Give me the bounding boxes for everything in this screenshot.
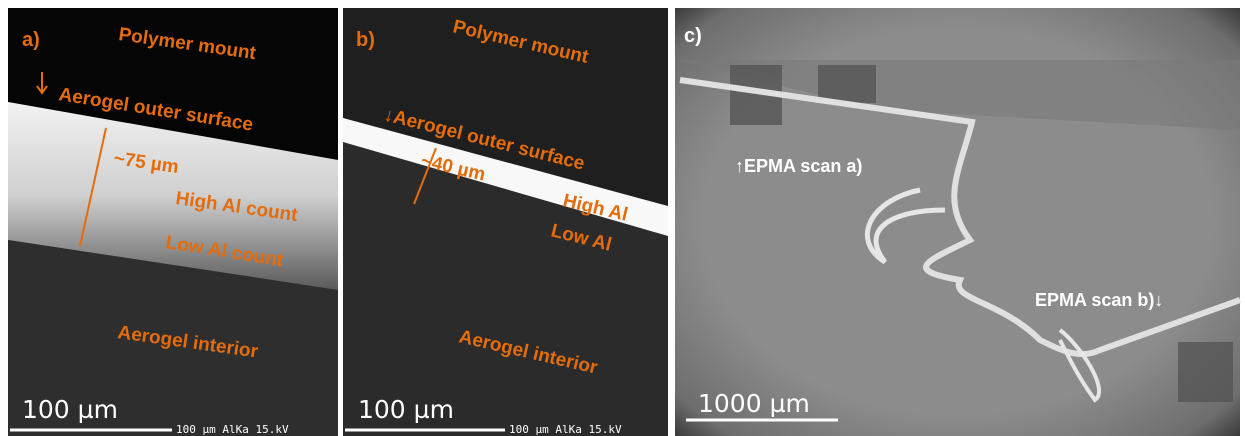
panel-label: c) bbox=[684, 25, 702, 47]
footer: 100 µm AlKa 15.kV bbox=[509, 423, 622, 436]
panel-label: b) bbox=[356, 29, 375, 51]
scale-bar-label: 1000 µm bbox=[698, 389, 810, 418]
annotation: ↑EPMA scan a) bbox=[735, 156, 862, 176]
panel-a: a) Polymer mount Aerogel outer surface ~… bbox=[8, 8, 338, 436]
figure: a) Polymer mount Aerogel outer surface ~… bbox=[0, 0, 1245, 436]
scale-bar-label: 100 µm bbox=[22, 395, 118, 424]
panel-label: a) bbox=[22, 29, 40, 51]
panel-b: b) Polymer mount ↓Aerogel outer surface … bbox=[343, 8, 668, 436]
scale-bar-label: 100 µm bbox=[358, 395, 454, 424]
annotation: EPMA scan b)↓ bbox=[1035, 290, 1163, 310]
panel-c: c) ↑EPMA scan a) EPMA scan b)↓ 1000 µm bbox=[675, 8, 1240, 436]
footer: 100 µm AlKa 15.kV bbox=[176, 423, 289, 436]
